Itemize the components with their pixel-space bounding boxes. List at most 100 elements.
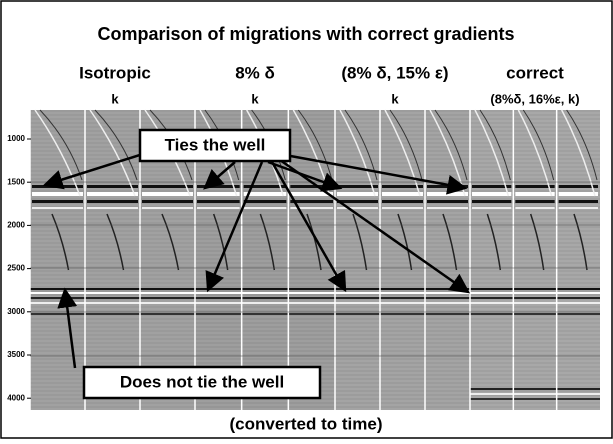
reflector <box>513 297 557 299</box>
diffraction <box>389 109 423 181</box>
reflector <box>195 297 242 299</box>
column-sublabel: k <box>111 91 119 106</box>
y-tick-label: 1000 <box>7 134 25 143</box>
reflector <box>556 302 600 304</box>
reflector <box>290 185 333 188</box>
diffraction <box>161 213 180 271</box>
reflector <box>558 192 598 196</box>
y-tick-label: 2500 <box>7 264 25 273</box>
reflector <box>556 288 600 290</box>
diffraction <box>561 109 596 197</box>
reflector <box>243 185 287 188</box>
y-tick-label: 3500 <box>7 350 25 359</box>
reflector <box>140 292 195 294</box>
reflector <box>335 288 380 290</box>
diffraction <box>306 213 322 271</box>
diffraction <box>479 109 511 181</box>
column-sublabel: k <box>251 91 259 106</box>
reflector <box>195 313 242 315</box>
diffraction <box>339 109 376 197</box>
diffraction <box>212 213 229 271</box>
panel <box>470 110 600 410</box>
reflector <box>335 302 380 304</box>
reflector <box>556 388 600 390</box>
reflector <box>380 292 425 294</box>
reflector <box>30 302 85 304</box>
reflector <box>142 200 193 203</box>
y-axis: 1000 1500 2000 2500 3000 3500 4000 <box>7 134 31 402</box>
reflector <box>470 292 514 294</box>
reflector <box>85 302 140 304</box>
reflector <box>241 313 289 315</box>
diffraction <box>474 109 510 197</box>
y-tick-label: 4000 <box>7 393 25 402</box>
diffraction <box>397 213 413 271</box>
reflector <box>142 207 193 209</box>
reflector <box>30 313 85 315</box>
diffraction <box>486 213 502 271</box>
reflector <box>288 302 335 304</box>
callout-box <box>82 365 322 400</box>
reflector <box>195 288 242 290</box>
reflector <box>382 200 423 203</box>
column-label: correct <box>506 63 564 82</box>
diffraction <box>51 213 70 271</box>
diffraction <box>352 213 368 271</box>
reflector <box>32 200 83 203</box>
reflector <box>380 288 425 290</box>
reflector <box>335 297 380 299</box>
reflector <box>427 192 468 196</box>
diffraction <box>573 213 588 271</box>
reflector <box>290 207 333 209</box>
y-tick-label: 1500 <box>7 177 25 186</box>
reflector <box>32 207 83 209</box>
arrow <box>267 160 343 192</box>
reflector <box>197 207 240 209</box>
reflector <box>513 302 557 304</box>
reflector <box>472 207 512 209</box>
reflector <box>337 192 378 196</box>
reflector <box>556 292 600 294</box>
reflector <box>288 288 335 290</box>
reflector <box>140 297 195 299</box>
arrow <box>270 161 347 293</box>
reflector <box>241 292 289 294</box>
diffraction <box>517 109 553 197</box>
reflector <box>87 207 138 209</box>
arrow <box>279 158 471 294</box>
callout-text: Does not tie the well <box>120 372 284 391</box>
reflector <box>241 297 289 299</box>
callout-text: Ties the well <box>165 135 266 154</box>
reflector <box>197 200 240 203</box>
reflector <box>556 393 600 395</box>
reflector <box>243 207 287 209</box>
reflector <box>470 302 514 304</box>
column-sublabel: k <box>391 91 399 106</box>
column-label: 8% δ <box>235 63 275 82</box>
diffraction <box>94 109 138 181</box>
reflector <box>515 185 555 188</box>
reflector <box>30 297 85 299</box>
reflector <box>288 297 335 299</box>
arrow <box>205 161 264 293</box>
reflector <box>243 200 287 203</box>
diffraction <box>34 109 81 197</box>
panel <box>335 110 470 410</box>
reflector <box>30 292 85 294</box>
reflector <box>195 302 242 304</box>
reflector <box>513 388 557 390</box>
reflector <box>241 302 289 304</box>
reflector <box>470 393 514 395</box>
diffraction <box>39 109 83 181</box>
reflector <box>32 192 83 196</box>
column-label: Isotropic <box>79 63 151 82</box>
column-label: (8% δ, 15% ε) <box>341 63 448 82</box>
title: Comparison of migrations with correct gr… <box>97 24 514 44</box>
diffraction <box>522 109 555 181</box>
reflector <box>513 292 557 294</box>
reflector <box>427 200 468 203</box>
reflector <box>513 313 557 315</box>
diffraction <box>434 109 468 181</box>
reflector <box>85 292 140 294</box>
y-tick-label: 3000 <box>7 307 25 316</box>
